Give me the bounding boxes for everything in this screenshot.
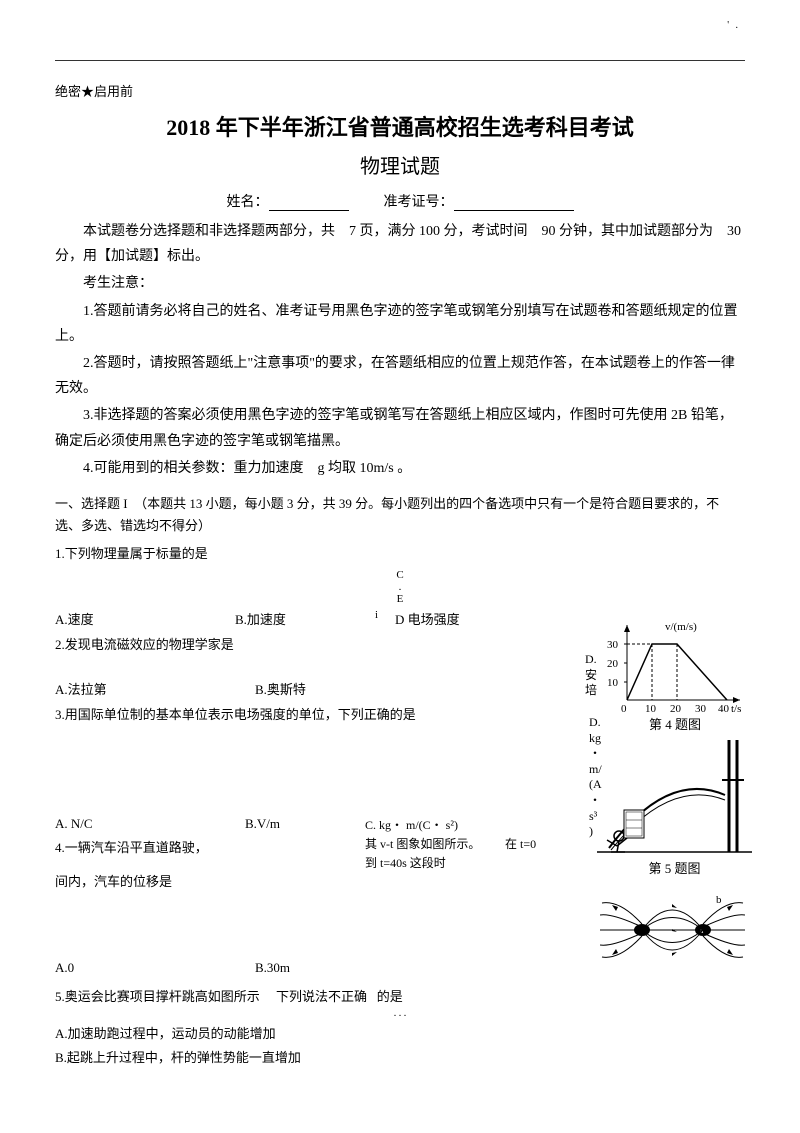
svg-text:40: 40 bbox=[718, 703, 730, 715]
q3-option-a: A. N/C bbox=[55, 816, 245, 833]
q5-option-a: A.加速助跑过程中，运动员的动能增加 bbox=[55, 1023, 745, 1045]
figure-6: a b bbox=[600, 885, 745, 979]
q1-c-fragment: C.E bbox=[55, 569, 745, 605]
svg-text:30: 30 bbox=[695, 703, 707, 715]
svg-text:30: 30 bbox=[607, 639, 619, 651]
q5-text-l: 5.奥运会比赛项目撑杆跳高如图所示 bbox=[55, 989, 260, 1004]
fig4-ylabel: v/(m/s) bbox=[665, 621, 697, 633]
q1-option-b: B.加速度 bbox=[235, 609, 375, 628]
svg-text:20: 20 bbox=[607, 658, 619, 670]
exam-subtitle: 物理试题 bbox=[55, 150, 745, 179]
instruction-4: 4.可能用到的相关参数：重力加速度 g 均取 10m/s 。 bbox=[55, 456, 745, 481]
q5-text-end: 的是 bbox=[377, 989, 403, 1004]
confidential-label: 绝密★启用前 bbox=[55, 81, 745, 100]
svg-text:10: 10 bbox=[607, 677, 619, 689]
q5-text-r: 下列说法不正确 bbox=[276, 989, 367, 1004]
id-label: 准考证号： bbox=[384, 195, 454, 210]
figure-5-caption: 第 5 题图 bbox=[597, 861, 752, 878]
instructions-notice: 考生注意： bbox=[55, 271, 745, 296]
svg-text:10: 10 bbox=[645, 703, 657, 715]
name-label: 姓名： bbox=[227, 195, 269, 210]
q4-option-b: B.30m bbox=[255, 960, 290, 976]
instruction-3: 3.非选择题的答案必须使用黑色字迹的签字笔或钢笔写在答题纸上相应区域内，作图时可… bbox=[55, 403, 745, 453]
id-blank[interactable] bbox=[454, 197, 574, 211]
figure-5-illustration bbox=[597, 740, 752, 855]
header-rule bbox=[55, 60, 745, 61]
figure-4: v/(m/s) 30 20 10 0 10 20 30 40 t/s 第 4 题… bbox=[605, 620, 745, 734]
page-corner-mark: ' . bbox=[727, 20, 740, 31]
figure-6-field-diagram: a b bbox=[600, 885, 745, 975]
figure-5: 第 5 题图 bbox=[597, 740, 752, 878]
question-5: 5.奥运会比赛项目撑杆跳高如图所示 下列说法不正确 的是 bbox=[55, 986, 745, 1008]
figure-4-chart: v/(m/s) 30 20 10 0 10 20 30 40 t/s bbox=[605, 620, 745, 715]
fig6-label-b: b bbox=[716, 894, 722, 906]
name-blank[interactable] bbox=[269, 197, 349, 211]
svg-text:t/s: t/s bbox=[731, 703, 741, 715]
q4-option-a: A.0 bbox=[55, 960, 255, 976]
q1-option-d: D 电场强度 bbox=[395, 609, 460, 628]
question-1: 1.下列物理量属于标量的是 bbox=[55, 543, 745, 565]
exam-title: 2018 年下半年浙江省普通高校招生选考科目考试 bbox=[55, 110, 745, 142]
q1-option-a: A.速度 bbox=[55, 609, 235, 628]
svg-text:20: 20 bbox=[670, 703, 682, 715]
q2-option-b: B.奥斯特 bbox=[255, 679, 306, 698]
q4-text2: 到 t=40s 这段时 bbox=[365, 856, 446, 872]
section-1-heading: 一、选择题 I （本题共 13 小题，每小题 3 分，共 39 分。每小题列出的… bbox=[55, 493, 745, 537]
q2-option-a: A.法拉第 bbox=[55, 679, 255, 698]
svg-text:0: 0 bbox=[621, 703, 627, 715]
instruction-1: 1.答题前请务必将自己的姓名、准考证号用黑色字迹的签字笔或钢笔分别填写在试题卷和… bbox=[55, 299, 745, 349]
figure-4-caption: 第 4 题图 bbox=[605, 717, 745, 734]
q5-option-b: B.起跳上升过程中，杆的弹性势能一直增加 bbox=[55, 1047, 745, 1069]
q4-text-mid: 其 v-t 图象如图所示。 bbox=[365, 837, 505, 853]
q3-option-c: C. kg・ m/(C・ s²) bbox=[365, 816, 515, 833]
q4-text-right: 在 t=0 bbox=[505, 837, 536, 853]
q1-option-c-mark: i bbox=[375, 609, 395, 628]
q4-text-left: 4.一辆汽车沿平直道路驶， bbox=[55, 837, 245, 856]
q3-option-b: B.V/m bbox=[245, 816, 365, 833]
q5-dots: . . . bbox=[55, 1008, 745, 1019]
instructions-intro: 本试题卷分选择题和非选择题两部分，共 7 页，满分 100 分，考试时间 90 … bbox=[55, 219, 745, 269]
instruction-2: 2.答题时，请按照答题纸上"注意事项"的要求，在答题纸相应的位置上规范作答，在本… bbox=[55, 351, 745, 401]
candidate-info-line: 姓名： 准考证号： bbox=[55, 191, 745, 211]
